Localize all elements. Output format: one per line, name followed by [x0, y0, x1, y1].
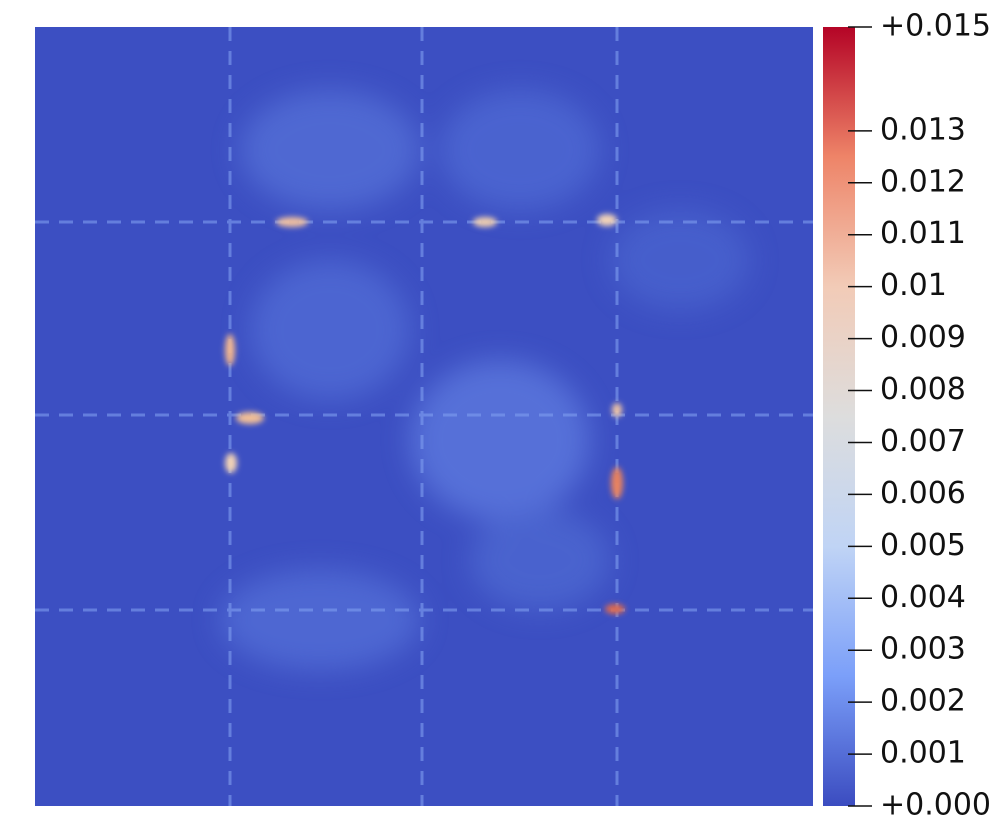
tick-label: +0.015: [880, 9, 991, 44]
tick-label: 0.009: [880, 320, 966, 355]
tick-label: 0.006: [880, 476, 966, 511]
tick-label: 0.003: [880, 632, 966, 667]
tick-label: 0.001: [880, 736, 966, 771]
tick-label: 0.013: [880, 112, 966, 147]
tick-label: 0.011: [880, 216, 966, 251]
tick-label: 0.005: [880, 528, 966, 563]
tick-label: 0.012: [880, 164, 966, 199]
tick-label: 0.007: [880, 424, 966, 459]
field: [35, 27, 813, 806]
colorbar: [823, 27, 855, 806]
tick-label: 0.008: [880, 372, 966, 407]
tick-label: +0.000: [880, 788, 991, 823]
tick-label: 0.01: [880, 268, 947, 303]
tick-label: 0.004: [880, 580, 966, 615]
tick-label: 0.002: [880, 684, 966, 719]
